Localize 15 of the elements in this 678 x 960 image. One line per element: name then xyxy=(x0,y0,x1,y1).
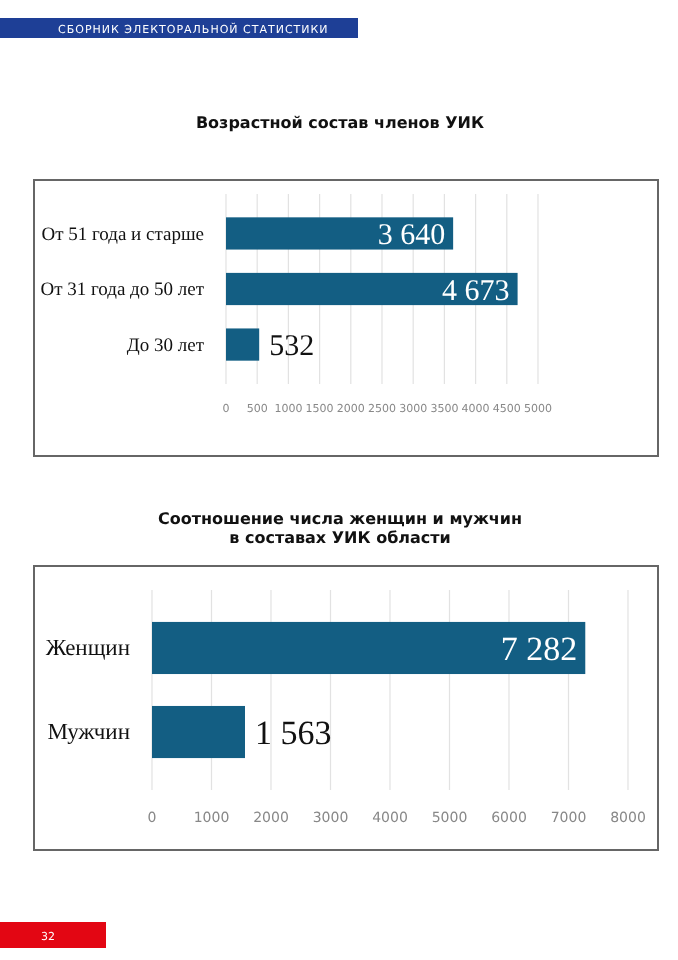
chart-title: Соотношение числа женщин и мужчин в составах УИК области xyxy=(157,510,523,547)
data-label: 532 xyxy=(269,331,315,364)
bar xyxy=(226,328,260,361)
data-label: 4 673 xyxy=(442,275,510,308)
y-tick-label: До 30 лет xyxy=(126,336,206,357)
bar xyxy=(226,217,454,250)
y-tick-label: Мужчин xyxy=(47,721,130,746)
bar xyxy=(226,272,518,306)
data-label: 7 282 xyxy=(500,629,578,668)
data-label: 3 640 xyxy=(377,219,446,252)
data-label: 1 563 xyxy=(255,713,332,752)
y-tick-label: Женщин xyxy=(45,637,130,662)
y-tick-label: От 51 года и старше xyxy=(41,225,204,246)
chart-title: Возрастной состав членов УИК xyxy=(195,114,485,132)
y-tick-label: От 31 года до 50 лет xyxy=(40,281,206,302)
